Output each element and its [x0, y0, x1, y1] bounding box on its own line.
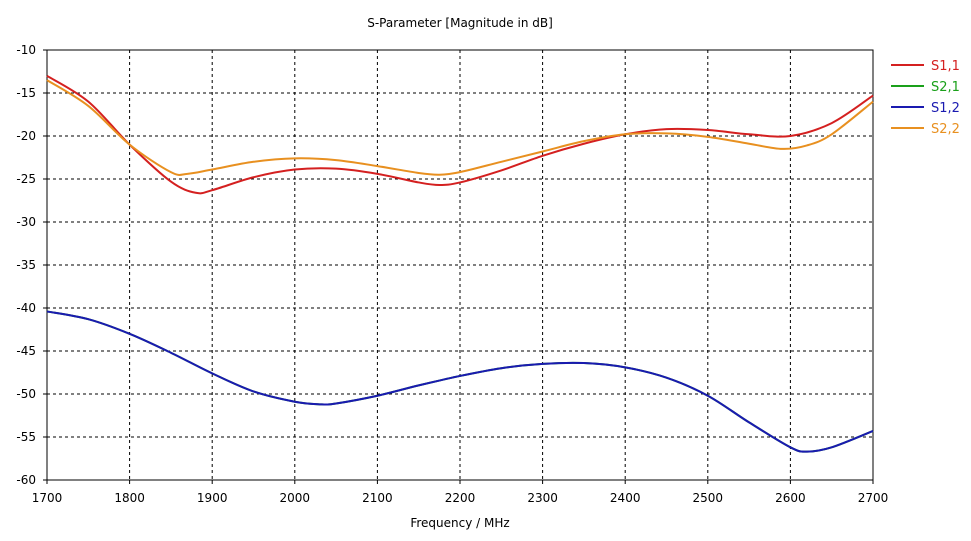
x-tick-label: 1700 — [32, 491, 63, 505]
x-tick-label: 2100 — [362, 491, 393, 505]
y-tick-label: -10 — [16, 43, 36, 57]
x-axis-ticks: 1700 1800 1900 2000 2100 2200 2300 2400 2500 2600… — [32, 480, 889, 505]
x-tick-label: 2600 — [775, 491, 806, 505]
x-tick-label: 1900 — [197, 491, 228, 505]
y-tick-label: -60 — [16, 473, 36, 487]
x-tick-label: 2200 — [445, 491, 476, 505]
x-tick-label: 2300 — [527, 491, 558, 505]
y-tick-label: -35 — [16, 258, 36, 272]
chart-title: S-Parameter [Magnitude in dB] — [367, 16, 553, 30]
legend-label: S2,1 — [931, 80, 960, 95]
legend-label: S2,2 — [931, 122, 960, 137]
y-tick-label: -45 — [16, 344, 36, 358]
y-tick-label: -25 — [16, 172, 36, 186]
y-tick-label: -20 — [16, 129, 36, 143]
y-tick-label: -55 — [16, 430, 36, 444]
x-axis-label: Frequency / MHz — [410, 516, 509, 530]
x-tick-label: 1800 — [114, 491, 145, 505]
y-tick-label: -15 — [16, 86, 36, 100]
x-tick-label: 2400 — [610, 491, 641, 505]
x-tick-label: 2700 — [858, 491, 889, 505]
series-line-s2-2 — [46, 79, 874, 176]
legend-label: S1,2 — [931, 101, 960, 116]
legend: S1,1 S2,1 S1,2 S2,2 — [891, 59, 960, 137]
x-tick-label: 2500 — [693, 491, 724, 505]
y-axis-ticks: -10 -15 -20 -25 -30 -35 -40 -45 -50 -55 -60 — [16, 43, 47, 487]
legend-label: S1,1 — [931, 59, 960, 74]
y-tick-label: -30 — [16, 215, 36, 229]
series-lines — [46, 74, 874, 453]
y-tick-label: -40 — [16, 301, 36, 315]
grid — [47, 50, 873, 480]
x-tick-label: 2000 — [280, 491, 311, 505]
y-tick-label: -50 — [16, 387, 36, 401]
series-line-s1-2 — [46, 310, 874, 453]
series-line-s1-1 — [46, 74, 874, 195]
